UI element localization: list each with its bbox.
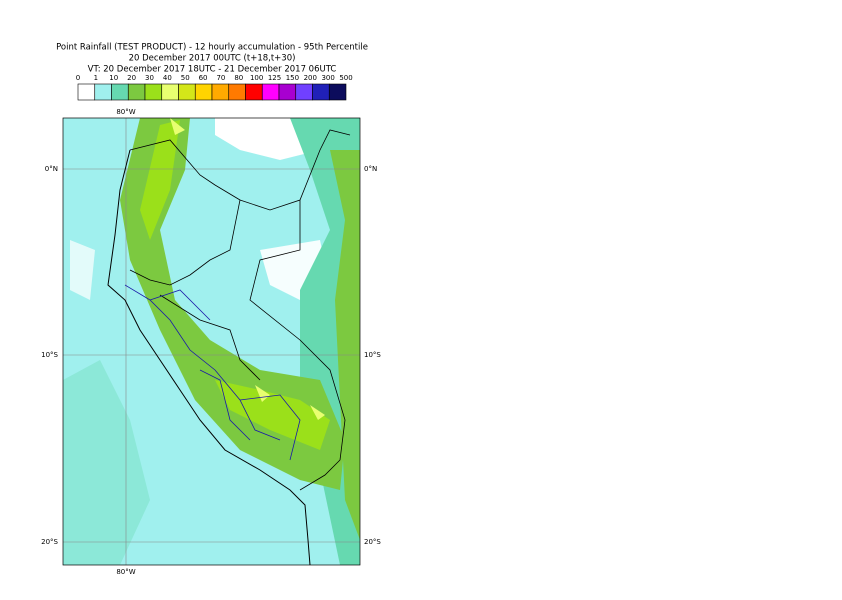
colorbar-box: [161, 83, 179, 101]
colorbar-label: 200: [304, 74, 317, 82]
colorbar-box: [77, 83, 96, 101]
colorbar-label: 30: [145, 74, 154, 82]
colorbar-label: 10: [109, 74, 118, 82]
lat-label: 0°N: [45, 165, 58, 173]
colorbar-box: [245, 83, 263, 101]
colorbar-box: [211, 83, 230, 101]
colorbar-label: 80: [234, 74, 243, 82]
colorbar-label: 50: [181, 74, 190, 82]
colorbar-box: [328, 83, 347, 101]
colorbar-box: [194, 83, 213, 101]
validity-time: VT: 20 December 2017 18UTC - 21 December…: [88, 65, 337, 75]
lat-label: 0°N: [364, 165, 377, 173]
colorbar-label: 300: [321, 74, 334, 82]
colorbar-box: [228, 83, 246, 101]
lat-label: 10°S: [364, 351, 381, 359]
map: [63, 118, 360, 565]
colorbar-box: [278, 83, 297, 101]
lon-label: 80°W: [116, 568, 135, 576]
colorbar-box: [261, 83, 280, 101]
colorbar-label: 125: [268, 74, 281, 82]
run-time: 20 December 2017 00UTC (t+18,t+30): [129, 54, 296, 64]
lon-label: 80°W: [116, 108, 135, 116]
title: Point Rainfall (TEST PRODUCT) - 12 hourl…: [56, 43, 368, 53]
colorbar-box: [111, 83, 129, 101]
colorbar-label: 60: [199, 74, 208, 82]
lat-label: 20°S: [41, 538, 58, 546]
colorbar-label: 150: [286, 74, 299, 82]
colorbar-label: 1: [94, 74, 98, 82]
colorbar-label: 100: [250, 74, 263, 82]
colorbar-box: [94, 83, 112, 101]
map-frame: [62, 117, 361, 566]
colorbar-box: [144, 83, 163, 101]
colorbar-label: 20: [127, 74, 136, 82]
colorbar-label: 500: [339, 74, 352, 82]
colorbar-label: 0: [76, 74, 80, 82]
colorbar: 0 1 10 20 30 40 50 60 70 80 100 125 150 200 300 500: [76, 74, 353, 101]
colorbar-box: [312, 83, 330, 101]
colorbar-label: 40: [163, 74, 172, 82]
colorbar-label: 70: [216, 74, 225, 82]
lat-label: 10°S: [41, 351, 58, 359]
colorbar-box: [127, 83, 146, 101]
lat-label: 20°S: [364, 538, 381, 546]
colorbar-box: [295, 83, 313, 101]
colorbar-box: [178, 83, 196, 101]
